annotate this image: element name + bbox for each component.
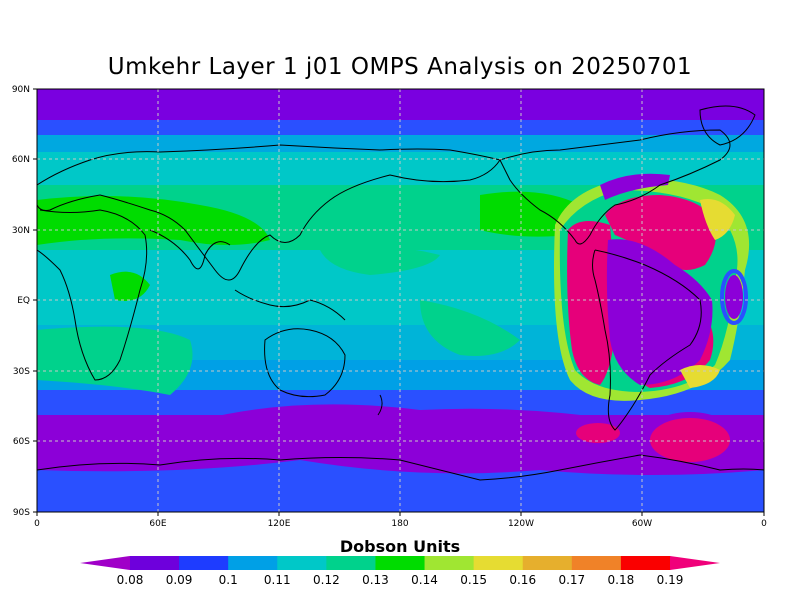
coast-se-asia [234,289,346,321]
colorbar: 0.08 0.09 0.1 0.11 0.12 0.13 0.14 0.15 0.16 0.17 0… [80,556,720,587]
colorbar-level-label: 0.11 [264,573,291,587]
colorbar-swatch [375,556,426,570]
anomaly-north-purple [600,173,670,200]
africa-green [110,271,150,301]
colorbar-swatch [620,556,671,570]
colorbar-level-label: 0.16 [509,573,536,587]
lon-label-0-east: 0 [761,519,767,529]
south-pink-blob-east [650,418,730,462]
green-belt-north [37,196,270,245]
south-teal-tongue [37,326,193,395]
colorbar-max-arrow [670,556,720,570]
coast-antarctica [37,454,764,481]
lon-label-120w: 120W [508,519,534,529]
lon-label-180: 180 [391,519,408,529]
atlantic-blue-ring [720,269,748,325]
lon-label-60e: 60E [149,519,166,529]
lat-label-30n: 30N [12,226,30,236]
lat-axis: 90N 60N 30N EQ 30S 60S 90S [12,85,37,518]
coastlines [37,105,764,481]
green-belt-tropic [320,246,440,275]
coast-africa [37,209,148,381]
colorbar-swatch [473,556,524,570]
map-title: Umkehr Layer 1 j01 OMPS Analysis on 2025… [107,54,693,80]
atlantic-purple-blob [725,275,743,319]
coast-south-america [592,249,702,431]
gridlines [37,89,764,512]
lon-label-120e: 120E [268,519,291,529]
lat-label-60s: 60S [13,437,30,447]
colorbar-level-label: 0.08 [117,573,144,587]
lat-label-90s: 90S [13,508,30,518]
lat-label-30s: 30S [13,367,30,377]
anomaly-yellow-ne [700,199,735,240]
lon-axis: 0 60E 120E 180 120W 60W 0 [34,512,767,529]
lat-label-eq: EQ [17,296,30,306]
coast-australia [264,328,346,398]
colorbar-min-arrow [80,556,130,570]
colorbar-title: Dobson Units [339,537,461,556]
colorbar-level-label: 0.19 [657,573,684,587]
south-purple-blob-east [643,412,737,468]
colorbar-swatch [326,556,376,570]
anomaly-purple-core [606,239,713,385]
colorbar-level-label: 0.18 [608,573,635,587]
anomaly-pink-north [605,195,717,270]
colorbar-level-label: 0.1 [219,573,238,587]
colorbar-swatch [179,556,229,570]
colorbar-level-label: 0.15 [460,573,487,587]
lon-label-0-west: 0 [34,519,40,529]
colorbar-level-label: 0.12 [313,573,340,587]
colorbar-swatch [571,556,622,570]
coast-greenland [699,105,756,146]
colorbar-swatch [228,556,278,570]
colorbar-level-label: 0.09 [166,573,193,587]
band-arctic [37,89,764,124]
south-pacific-teal [420,300,520,356]
anomaly-pink-west [567,221,615,385]
colorbar-swatch [277,556,327,570]
colorbar-level-label: 0.17 [558,573,585,587]
lat-label-60n: 60N [12,155,30,165]
lat-label-90n: 90N [12,85,30,95]
colorbar-swatch [424,556,475,570]
south-pink-blob-west [576,423,620,443]
lon-label-60w: 60W [632,519,652,529]
colorbar-level-label: 0.13 [362,573,389,587]
band-north-high [37,120,764,138]
coast-nz [377,394,383,416]
coast-india [149,229,231,270]
colorbar-level-label: 0.14 [411,573,438,587]
coast-eurasia [37,144,501,281]
colorbar-swatch [130,556,180,570]
colorbar-swatch [522,556,573,570]
coast-north-america [499,129,731,245]
